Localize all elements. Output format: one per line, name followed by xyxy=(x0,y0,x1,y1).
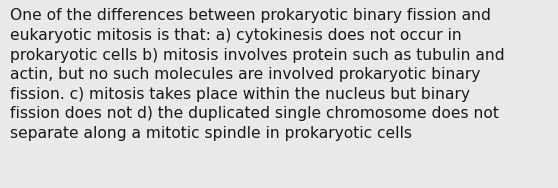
Text: One of the differences between prokaryotic binary fission and
eukaryotic mitosis: One of the differences between prokaryot… xyxy=(10,8,504,141)
